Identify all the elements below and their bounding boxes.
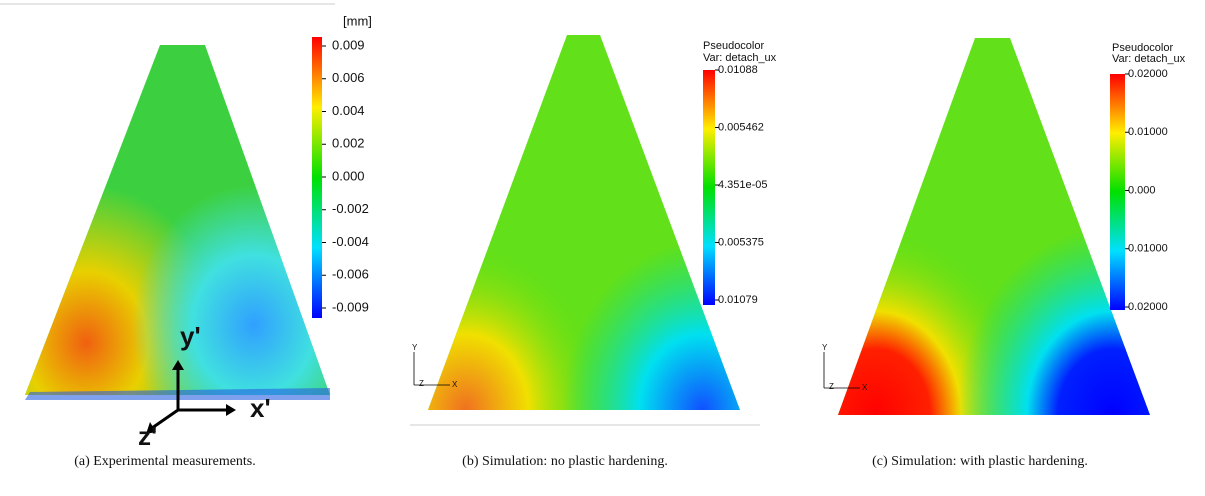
contour-c xyxy=(838,38,1150,415)
colorbar xyxy=(703,70,715,305)
caption: (c) Simulation: with plastic hardening. xyxy=(872,454,1088,469)
axis-label: Y xyxy=(412,343,418,352)
colorbar-label: 0.004 xyxy=(332,103,365,118)
colorbar-label: -0.004 xyxy=(332,234,369,249)
colorbar-title: Var: detach_ux xyxy=(1112,53,1186,65)
colorbar-label: 4.351e-05 xyxy=(718,179,768,191)
axis-label: X xyxy=(862,383,868,392)
colorbar-label: -0.006 xyxy=(332,267,369,282)
colorbar-title: Pseudocolor xyxy=(703,40,764,52)
colorbar-label: 0.000 xyxy=(332,168,365,183)
contour-a xyxy=(25,45,330,400)
axis-label: y' xyxy=(180,321,201,351)
arrow-heads xyxy=(146,360,236,434)
axis-label: Y xyxy=(822,343,828,352)
contour-b xyxy=(428,35,740,410)
colorbar-title: Var: detach_ux xyxy=(703,52,777,64)
colorbar-label: 0.01000 xyxy=(1128,243,1168,255)
colorbar-label: 0.006 xyxy=(332,70,365,85)
caption: (b) Simulation: no plastic hardening. xyxy=(462,454,668,469)
caption: (a) Experimental measurements. xyxy=(74,454,256,469)
axis-label: z' xyxy=(138,421,157,451)
colorbar-label: -0.009 xyxy=(332,299,369,314)
colorbar-title: [mm] xyxy=(343,13,372,28)
colorbar-title: Pseudocolor xyxy=(1112,42,1173,54)
colorbar-label: 0.005462 xyxy=(718,121,764,133)
colorbar-label: -0.002 xyxy=(332,201,369,216)
colorbar-label: 0.009 xyxy=(332,37,365,52)
colorbar-label: 0.005375 xyxy=(718,236,764,248)
colorbar xyxy=(312,37,322,318)
axis-label: Z xyxy=(419,379,424,388)
axes-arrows xyxy=(151,368,228,430)
colorbar-label: 0.02000 xyxy=(1128,68,1168,80)
axis-label: x' xyxy=(250,393,271,423)
colorbar-label: 0.01079 xyxy=(718,294,758,306)
axis-label: X xyxy=(452,380,458,389)
mini-axes xyxy=(413,352,860,389)
axis-label: Z xyxy=(829,382,834,391)
colorbar-label: 0.01088 xyxy=(718,64,758,76)
colorbar-label: 0.02000 xyxy=(1128,301,1168,313)
colorbar-label: 0.002 xyxy=(332,136,365,151)
colorbar xyxy=(1110,74,1125,310)
colorbar-label: 0.000 xyxy=(1128,184,1156,196)
colorbar-label: 0.01000 xyxy=(1128,126,1168,138)
